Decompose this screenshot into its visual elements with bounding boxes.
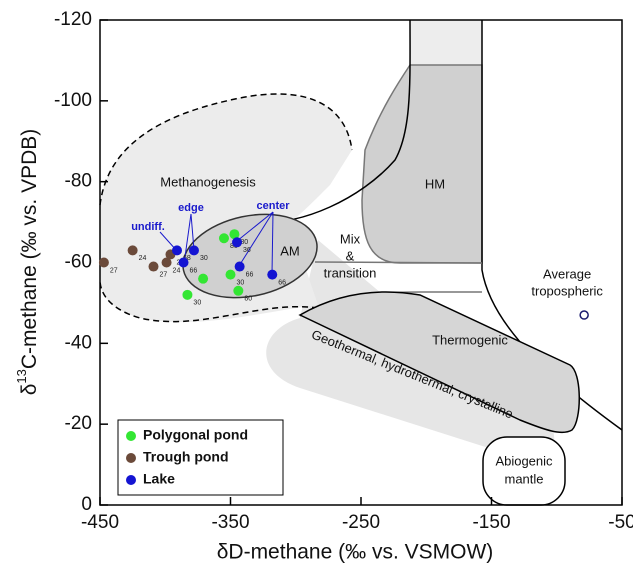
point-label: 66 [190,267,198,274]
group-label: edge [178,202,204,214]
data-point [161,257,172,268]
data-point [188,245,199,256]
y-tick-label: -40 [65,332,92,353]
x-tick-label: -250 [342,512,380,533]
region-label: HM [425,176,445,191]
point-label: 66 [278,279,286,286]
legend-label: Trough pond [143,449,229,465]
methanogenesis-boundary [99,93,353,323]
point-label: 27 [110,267,118,274]
thermogenic-region [298,291,580,434]
data-point [229,229,240,240]
group-label: center [256,200,290,212]
y-tick-label: -60 [65,252,92,273]
group-label: undiff. [131,221,165,233]
reference-label: Average [543,266,591,281]
data-point [171,245,182,256]
data-point [232,237,243,248]
point-label: 36 [243,247,251,254]
region-label: Methanogenesis [160,174,256,189]
x-tick-label: -450 [81,512,119,533]
region-label: mantle [504,471,543,486]
data-point [182,289,193,300]
am-region [182,213,318,299]
y-tick-label: -120 [54,9,92,30]
hm-region-top [410,20,482,65]
legend-marker [126,431,136,441]
point-label: 30 [237,279,245,286]
region-label: Abiogenic [495,453,553,468]
region-label: transition [324,265,377,280]
reference-point [579,310,589,320]
y-tick-label: -80 [65,171,92,192]
hm-region [361,64,483,264]
y-tick-label: 0 [81,494,92,515]
point-label: 80 [240,239,248,246]
x-tick-label: -350 [211,512,249,533]
point-label: 68 [183,255,191,262]
y-axis-title-part: 13 [14,369,29,383]
data-point [267,269,278,280]
data-point [233,285,244,296]
data-point [98,257,109,268]
legend-label: Polygonal pond [143,427,248,443]
x-axis-title: δD-methane (‰ vs. VSMOW) [217,541,494,564]
reference-label: tropospheric [531,283,603,298]
point-label: 80 [230,243,238,250]
region-label: Mix [340,231,361,246]
y-tick-label: -100 [54,90,92,111]
point-label: 80 [244,296,252,303]
y-axis-title-part: δ [18,384,41,396]
region-label: Thermogenic [432,332,508,347]
x-tick-label: -50 [608,512,633,533]
legend-box [117,419,284,496]
data-point [198,273,209,284]
region-label: & [346,248,355,263]
data-point [178,257,189,268]
data-point [234,261,245,272]
y-axis-title: δ13C-methane (‰ vs. VPDB) [14,129,40,396]
data-point [218,233,229,244]
point-label: 66 [246,271,254,278]
legend-marker [126,453,136,463]
point-label: 27 [160,271,168,278]
legend-marker [126,475,136,485]
point-label: 24 [173,267,181,274]
point-label: 30 [193,300,201,307]
legend-label: Lake [143,471,175,487]
y-axis-title-part: C-methane (‰ vs. VPDB) [18,129,41,369]
region-label: AM [280,243,300,258]
point-label: 24 [139,255,147,262]
point-label: 30 [200,255,208,262]
y-tick-label: -20 [65,413,92,434]
boundary-line [261,19,411,223]
x-tick-label: -150 [472,512,510,533]
pointer-lines [159,211,274,275]
data-point [148,261,159,272]
data-point [225,269,236,280]
data-point [127,245,138,256]
